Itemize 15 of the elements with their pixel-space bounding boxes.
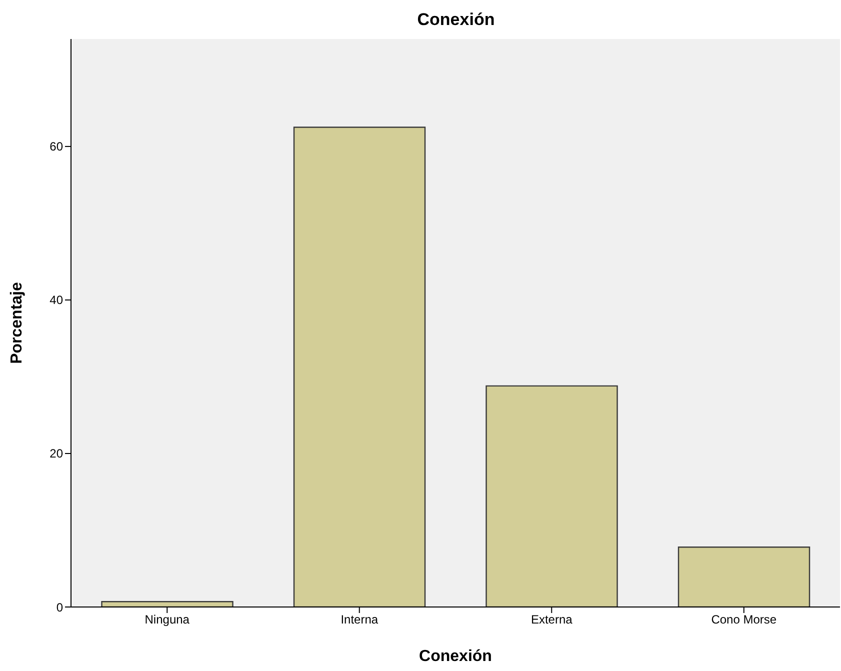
y-tick-label: 60 (50, 140, 64, 154)
y-axis-title: Porcentaje (8, 282, 26, 364)
x-tick-label: Ninguna (144, 612, 190, 627)
y-tick-label: 0 (56, 600, 64, 614)
chart-title: Conexión (416, 10, 496, 30)
y-tick-label: 40 (50, 293, 64, 308)
bar (293, 126, 426, 607)
bar (486, 385, 618, 607)
x-tick-label: Cono Morse (711, 612, 777, 627)
x-axis-title: Conexión (419, 648, 492, 665)
x-tick-label: Externa (530, 612, 573, 627)
bar (678, 546, 810, 607)
bar (101, 601, 234, 607)
y-tick-label: 20 (50, 446, 64, 461)
x-tick-label: Interna (340, 612, 378, 627)
